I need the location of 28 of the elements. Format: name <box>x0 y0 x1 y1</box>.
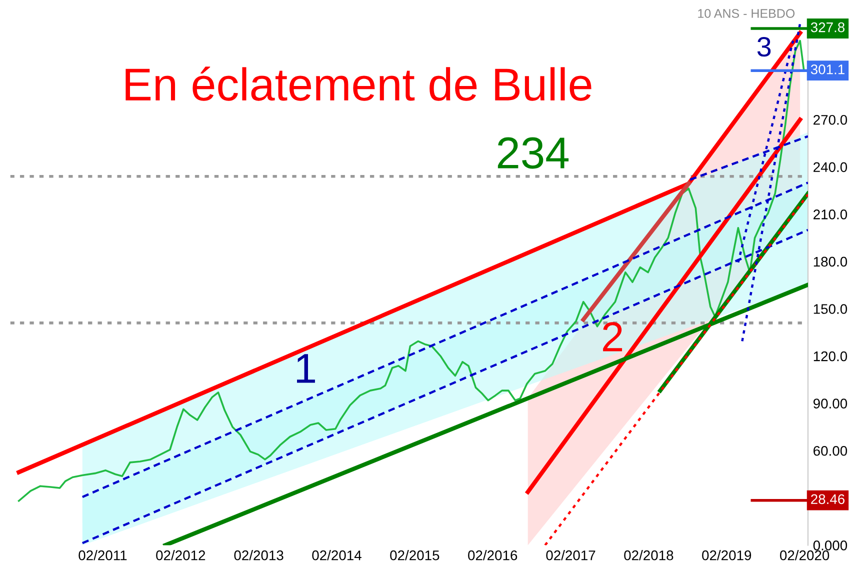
y-tick-label: 210.0 <box>814 210 848 220</box>
x-tick-label: 02/2015 <box>390 550 440 560</box>
annotation: 234 <box>498 137 569 169</box>
text: En éclatement de Bulle <box>126 66 592 101</box>
annotation: 3 <box>757 36 771 57</box>
x-tick-label: 02/2017 <box>546 550 596 560</box>
y-tick-label: 60.00 <box>814 446 848 456</box>
y-tick-label: 180.0 <box>814 256 848 267</box>
x-tick-label: 02/2014 <box>312 550 362 560</box>
y-tick-label: 270.0 <box>814 114 848 125</box>
ref-line-label: 327.8 <box>810 22 845 32</box>
x-tick-label: 02/2019 <box>702 550 752 560</box>
y-tick-label: 120.0 <box>814 351 848 362</box>
y-tick-label: 240.0 <box>814 162 848 172</box>
chart-subtitle: 10 ANS - HEBDO <box>698 9 795 18</box>
x-tick-label: 02/2011 <box>78 550 127 560</box>
x-tick-label: 02/2012 <box>156 550 206 560</box>
annotation: 2 <box>603 322 622 352</box>
x-tick-label: 02/2016 <box>468 550 518 560</box>
ref-line-label: 301.1 <box>810 64 844 74</box>
ref-line-label: 28.46 <box>811 494 845 504</box>
x-tick-label: 02/2020 <box>780 550 830 560</box>
y-tick-label: 0.000 <box>813 540 848 550</box>
y-tick-label: 90.00 <box>813 398 848 409</box>
y-tick-label: 150.0 <box>814 304 848 314</box>
x-tick-label: 02/2013 <box>234 550 284 560</box>
annotation: 1 <box>297 354 315 383</box>
x-tick-label: 02/2018 <box>624 550 674 560</box>
